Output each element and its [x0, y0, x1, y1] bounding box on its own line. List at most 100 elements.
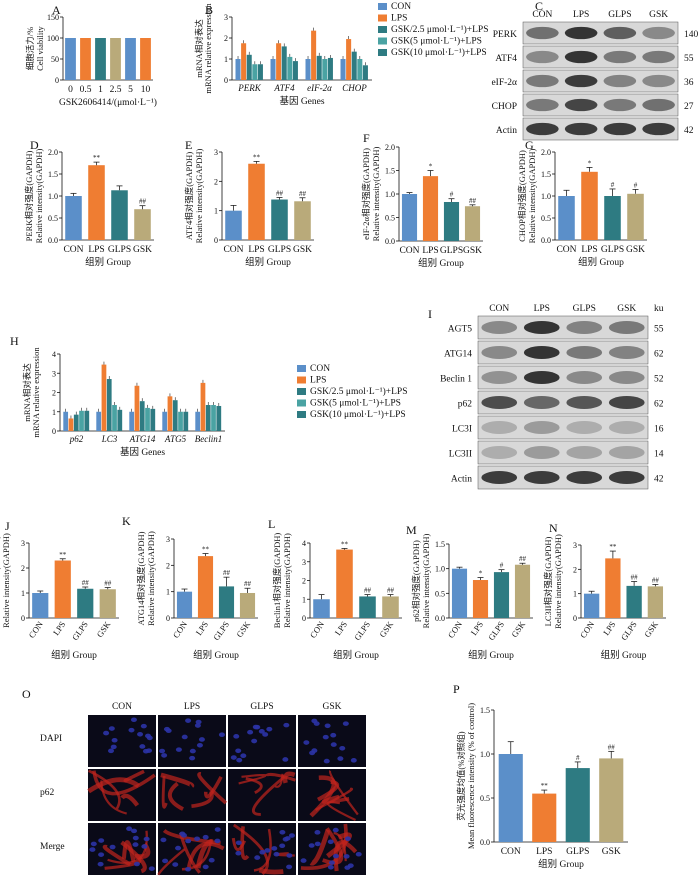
bar-GSK	[647, 586, 664, 618]
bar-2.5	[110, 38, 121, 80]
y-tick-label: 0	[224, 76, 228, 85]
nucleus	[262, 732, 269, 737]
nucleus	[142, 748, 149, 754]
cytoplasm-signal	[92, 770, 156, 796]
bar-CON	[451, 568, 468, 618]
y-axis-label-en: Relative intensity(GAPDH)	[194, 149, 204, 244]
blot-band	[566, 346, 603, 359]
nucleus	[196, 743, 203, 748]
nucleus	[286, 864, 293, 870]
nucleus	[288, 833, 295, 838]
blot-band	[526, 74, 559, 88]
nucleus	[266, 726, 273, 732]
cytoplasm-signal	[121, 840, 136, 863]
blot-band	[564, 74, 598, 88]
legend-swatch	[378, 37, 387, 45]
y-tick-label: 0	[52, 427, 56, 436]
column-label: CON	[112, 702, 132, 712]
bar-ATG5-s3	[178, 411, 183, 431]
nucleus	[180, 833, 187, 838]
y-tick-label: 2	[166, 561, 170, 570]
blot-band	[523, 471, 560, 484]
x-tick-label: LPS	[51, 619, 68, 637]
y-tick-label: 1	[52, 408, 56, 417]
panel-letter-L: L	[268, 517, 275, 531]
bar-LPS	[248, 163, 265, 240]
y-axis-label-en: Relative intensity(GAPDH)	[527, 149, 537, 244]
bar-p62-s3	[79, 410, 84, 431]
y-axis-label-en: Relative intensity(GAPDH)	[1, 533, 11, 628]
cytoplasm-signal	[88, 769, 121, 810]
legend-entry: LPS	[391, 14, 407, 24]
cytoplasm-signal	[238, 773, 267, 785]
bar-GSK	[464, 206, 481, 241]
significance-mark: #	[500, 562, 504, 570]
y-tick-label: 1	[21, 589, 25, 598]
nucleus	[126, 826, 133, 832]
x-tick-label: GLPS	[352, 619, 372, 642]
bar-GSK	[627, 193, 644, 240]
blot-band	[642, 122, 675, 136]
blot-band	[481, 346, 518, 359]
y-tick-label: 1.5	[385, 167, 395, 176]
blot-band	[566, 446, 603, 459]
blot-band	[564, 98, 598, 112]
blot-band	[608, 421, 645, 434]
blot-band	[526, 26, 559, 40]
nucleus	[355, 851, 362, 857]
panel-letter-N: N	[549, 521, 558, 535]
nucleus	[236, 757, 243, 763]
nucleus	[273, 851, 280, 857]
x-tick-label: LPS	[194, 619, 211, 637]
nucleus	[162, 858, 169, 864]
nucleus	[194, 836, 201, 842]
bar-LPS	[605, 558, 621, 618]
band-label: Actin	[451, 475, 472, 485]
x-tick-label: 0.5	[80, 85, 92, 95]
significance-mark: **	[93, 154, 101, 162]
blot-band	[481, 396, 518, 409]
panel-letter-H: H	[10, 334, 19, 348]
bar-GLPS	[443, 201, 460, 241]
nucleus	[108, 748, 115, 754]
blot-band	[523, 396, 560, 409]
nucleus	[141, 844, 148, 849]
lane-label: GSK	[649, 10, 668, 20]
blot-band	[603, 26, 637, 40]
y-axis-label: mRNA相对表达	[194, 19, 204, 78]
blot-band	[603, 122, 637, 136]
blot-band	[608, 446, 645, 459]
bar-eIF-2α-s1	[311, 30, 317, 80]
significance-mark: **	[253, 153, 261, 161]
nucleus	[311, 748, 318, 753]
significance-mark: #	[611, 181, 615, 189]
cytoplasm-signal	[309, 829, 331, 866]
nucleus	[198, 737, 205, 742]
blot-band	[608, 471, 645, 484]
significance-mark: ##	[469, 197, 477, 205]
nucleus	[339, 745, 346, 751]
cytoplasm-signal	[203, 775, 223, 799]
y-tick-label: 2	[214, 177, 218, 186]
nucleus	[185, 718, 192, 723]
significance-mark: **	[59, 551, 67, 559]
band-weight: 62	[654, 350, 664, 360]
blot-band	[523, 371, 560, 384]
blot-band	[566, 471, 603, 484]
y-tick-label: 4	[52, 350, 56, 359]
bar-CON	[225, 210, 242, 240]
chart-A: 0 50 100 150 0 0.5 1 2.5 5 10 细胞活力/% Cell viability…	[25, 13, 157, 108]
nucleus	[283, 722, 290, 728]
bar-LC3-s4	[117, 409, 123, 431]
nucleus	[311, 718, 318, 724]
x-tick-label: ATG14	[129, 434, 156, 444]
x-tick-label: PERK	[237, 83, 261, 93]
nucleus	[251, 738, 258, 744]
band-weight: 55	[654, 325, 664, 335]
y-axis-label: 荧光强度均值(%对照组)	[456, 731, 466, 820]
bar-ATF4-s1	[276, 43, 282, 80]
band-label: p62	[458, 400, 473, 410]
significance-mark: ##	[244, 580, 252, 588]
cytoplasm-signal	[102, 844, 132, 867]
bar-ATG14-s2	[139, 401, 145, 431]
